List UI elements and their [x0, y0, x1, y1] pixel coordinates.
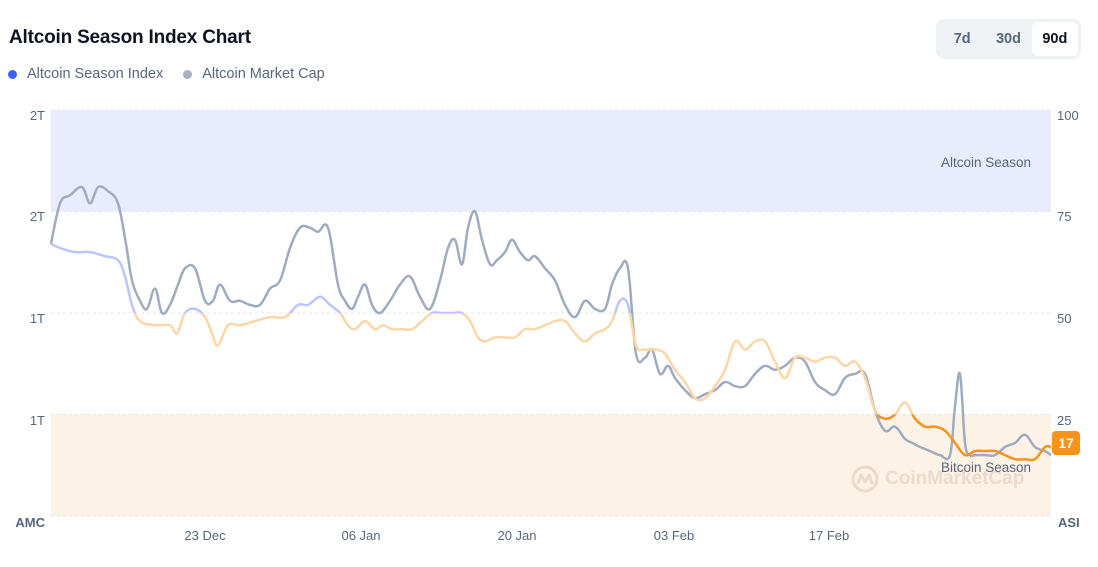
legend-label-amc: Altcoin Market Cap: [202, 66, 325, 82]
x-tick-03-feb: 03 Feb: [653, 528, 695, 543]
right-tick-75: 75: [1057, 209, 1072, 224]
watermark-text: CoinMarketCap: [885, 468, 1025, 489]
x-tick-17-feb: 17 Feb: [808, 528, 850, 543]
chart-title: Altcoin Season Index Chart: [9, 27, 251, 48]
right-tick-100: 100: [1057, 108, 1079, 123]
x-tick-06-jan: 06 Jan: [341, 528, 381, 543]
right-tick-25: 25: [1057, 413, 1072, 428]
left-tick-2: 1T: [29, 311, 45, 326]
right-axis-title: ASI: [1058, 515, 1080, 530]
amc-line: [49, 185, 1052, 461]
coinmarketcap-logo-icon: [851, 465, 879, 493]
legend-item-amc[interactable]: Altcoin Market Cap: [183, 66, 325, 82]
altcoin-season-zone: [51, 110, 1051, 212]
legend-dot-asi-icon: [8, 69, 17, 79]
left-tick-0: 2T: [29, 108, 45, 123]
bitcoin-season-label: Bitcoin Season: [941, 460, 1032, 475]
current-asi-badge: 17: [1052, 431, 1080, 455]
range-button-30d[interactable]: 30d: [995, 31, 1021, 47]
legend-item-asi[interactable]: Altcoin Season Index: [8, 66, 163, 82]
asi-line: [50, 242, 1052, 462]
left-tick-1: 2T: [29, 209, 45, 224]
coinmarketcap-watermark: CoinMarketCap: [851, 465, 1024, 493]
x-tick-20-jan: 20 Jan: [497, 528, 537, 543]
legend-dot-amc-icon: [183, 69, 193, 79]
chart-legend: Altcoin Season Index Altcoin Market Cap: [8, 66, 325, 82]
legend-label-asi: Altcoin Season Index: [27, 66, 164, 82]
right-tick-50: 50: [1057, 311, 1072, 326]
x-tick-23-dec: 23 Dec: [184, 528, 226, 543]
range-button-7d[interactable]: 7d: [953, 31, 971, 47]
range-button-90d[interactable]: 90d: [1031, 22, 1078, 56]
time-range-selector: 7d 30d 90d: [936, 19, 1081, 59]
left-axis-title: AMC: [15, 515, 45, 530]
altcoin-season-label: Altcoin Season: [941, 155, 1032, 170]
left-tick-3: 1T: [29, 413, 45, 428]
